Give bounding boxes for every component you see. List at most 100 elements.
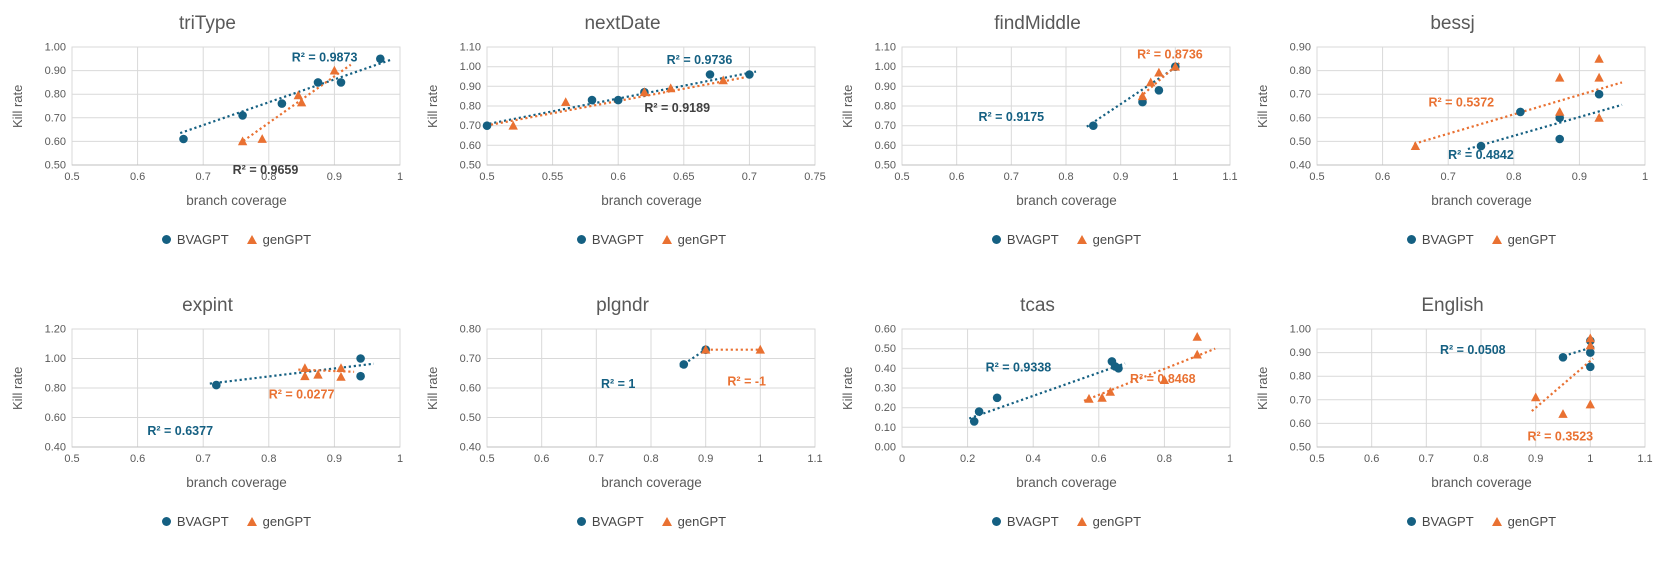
y-tick-label: 0.80: [460, 101, 481, 113]
legend-item-gengpt: genGPT: [246, 232, 311, 247]
data-point-genGPT: [300, 371, 310, 381]
legend-label: genGPT: [1507, 232, 1557, 247]
y-tick-label: 1.00: [1290, 324, 1311, 336]
data-point-genGPT: [1558, 409, 1568, 418]
data-point-BVAGPT: [1114, 364, 1123, 373]
x-tick-label: 0.7: [589, 453, 604, 465]
legend-item-bvagpt: BVAGPT: [161, 232, 229, 247]
data-point-BVAGPT: [212, 380, 221, 390]
x-tick-label: 0.6: [1091, 453, 1106, 465]
y-tick-label: 1.00: [875, 61, 896, 73]
data-point-genGPT: [1594, 72, 1604, 82]
y-tick-label: 0.80: [45, 383, 66, 395]
x-tick-label: 0.9: [698, 453, 713, 465]
data-point-genGPT: [561, 97, 571, 106]
data-point-genGPT: [237, 136, 248, 146]
plot-row: Kill rate 0.00 0.10 0.20 0.30 0.40 0.50 0.60 0 0…: [830, 321, 1245, 473]
data-point-genGPT: [1410, 141, 1421, 150]
data-point-BVAGPT: [705, 70, 715, 79]
circle-marker-icon: [161, 235, 171, 244]
x-tick-label: 0.6: [1375, 171, 1390, 183]
y-tick-label: 0.90: [45, 65, 66, 77]
trendline-genGPT: [1413, 81, 1623, 145]
x-tick-label: 1.1: [1637, 453, 1652, 465]
y-tick-label: 0.20: [875, 402, 896, 414]
x-tick-label: 0.5: [479, 453, 494, 465]
y-axis-label: Kill rate: [425, 366, 440, 410]
x-tick-label: 0.5: [64, 453, 79, 465]
data-point-genGPT: [336, 363, 346, 372]
x-tick-label: 0.7: [1004, 171, 1019, 183]
legend-label: genGPT: [262, 514, 312, 529]
plot-area: 0.40 0.60 0.80 1.00 1.20 0.5 0.6 0.7 0.8 0.9 1 R² =…: [45, 324, 403, 466]
y-tick-label: 0.80: [460, 324, 481, 336]
x-tick-label: 1: [1587, 453, 1593, 465]
r2-annotation-genGPT: R² = -1: [727, 375, 766, 389]
plot-row: Kill rate 0.40 0.50 0.60 0.70 0.80 0.90 0.5 0.6…: [1245, 39, 1660, 191]
x-tick-label: 0.8: [1058, 171, 1073, 183]
circle-marker-icon: [161, 517, 171, 526]
x-tick-label: 1: [397, 171, 403, 183]
data-point-BVAGPT: [356, 354, 365, 363]
x-tick-label: 0.4: [1026, 453, 1041, 465]
triangle-marker-icon: [1076, 517, 1087, 526]
plot-area: 0.50 0.60 0.70 0.80 0.90 1.00 1.10 0.5 0.55 0.6 0.…: [460, 42, 826, 184]
data-point-BVAGPT: [336, 78, 346, 87]
chart-nextDate: nextDate Kill rate 0.50 0.60 0.70 0.80 0.90 1…: [415, 4, 830, 286]
trendline-genGPT: [1139, 61, 1181, 99]
data-point-BVAGPT: [1594, 89, 1604, 99]
circle-marker-icon: [576, 235, 586, 244]
y-axis-label: Kill rate: [840, 84, 855, 128]
x-tick-label: 1.1: [1222, 171, 1237, 183]
y-tick-label: 1.00: [45, 42, 66, 54]
legend-label: genGPT: [1507, 514, 1557, 529]
data-point-BVAGPT: [613, 95, 623, 105]
x-tick-label: 0.6: [1364, 453, 1379, 465]
y-tick-label: 0.60: [875, 140, 896, 152]
plot-host: 0.00 0.10 0.20 0.30 0.40 0.50 0.60 0 0.2 0.4 0.6 0.…: [844, 321, 1245, 473]
x-tick-label: 0.5: [1309, 453, 1324, 465]
plot-area: 0.50 0.60 0.70 0.80 0.90 1.00 0.5 0.6 0.7 0.8 0.9 1…: [45, 42, 403, 184]
r2-annotation-genGPT: R² = 0.3523: [1527, 429, 1593, 443]
chart-plgndr: plgndr Kill rate 0.40 0.50 0.60 0.70 0.80 0.5…: [415, 286, 830, 568]
data-point-BVAGPT: [238, 111, 247, 120]
legend-item-gengpt: genGPT: [1491, 232, 1557, 247]
r2-annotation-BVAGPT: R² = 0.4842: [1448, 148, 1514, 162]
data-point-genGPT: [1192, 332, 1202, 341]
data-point-genGPT: [336, 372, 346, 381]
trendline-BVAGPT: [1467, 103, 1623, 151]
trendline-genGPT: [1083, 347, 1216, 402]
legend-item-bvagpt: BVAGPT: [1406, 232, 1474, 247]
plot-host: 0.50 0.60 0.70 0.80 0.90 1.00 0.5 0.6 0.7 0.8 0.9 1…: [1259, 321, 1660, 473]
data-point-genGPT: [1159, 375, 1170, 384]
x-tick-label: 0.5: [64, 171, 79, 183]
data-point-BVAGPT: [313, 78, 323, 87]
x-axis-label: branch coverage: [1016, 475, 1117, 490]
chart-title: nextDate: [584, 13, 661, 34]
data-point-genGPT: [1585, 399, 1595, 409]
chart-title: expint: [182, 295, 233, 316]
x-tick-label: 0.9: [1528, 453, 1543, 465]
plot-row: Kill rate 0.50 0.60 0.70 0.80 0.90 1.00 0.5 0.6…: [1245, 321, 1660, 473]
y-tick-label: 0.70: [45, 112, 66, 124]
r2-annotation-genGPT: R² = 0.9659: [233, 163, 299, 177]
data-point-genGPT: [1555, 72, 1565, 82]
legend-item-gengpt: genGPT: [246, 514, 312, 529]
r2-annotation-BVAGPT: R² = 0.0508: [1440, 343, 1506, 357]
data-point-BVAGPT: [974, 407, 984, 416]
y-tick-label: 0.60: [1290, 418, 1311, 430]
plot-area: 0.50 0.60 0.70 0.80 0.90 1.00 1.10 0.5 0.6 0.7 0.8…: [875, 42, 1238, 184]
legend-label: BVAGPT: [176, 514, 229, 529]
y-tick-label: 0.80: [45, 89, 66, 101]
data-point-BVAGPT: [1558, 353, 1568, 362]
circle-marker-icon: [991, 235, 1001, 244]
trendline-BVAGPT: [1086, 64, 1179, 128]
plot-host: 0.40 0.50 0.60 0.70 0.80 0.5 0.6 0.7 0.8 0.9 1 1.1 R…: [429, 321, 830, 473]
legend-label: BVAGPT: [1006, 514, 1059, 529]
y-axis-label: Kill rate: [1255, 366, 1270, 410]
plot-host: 0.40 0.60 0.80 1.00 1.20 0.5 0.6 0.7 0.8 0.9 1 R² =…: [14, 321, 415, 473]
y-tick-label: 0.70: [875, 120, 896, 132]
x-tick-label: 0.7: [196, 453, 211, 465]
y-tick-label: 0.90: [1290, 347, 1311, 359]
data-point-genGPT: [1585, 340, 1595, 350]
